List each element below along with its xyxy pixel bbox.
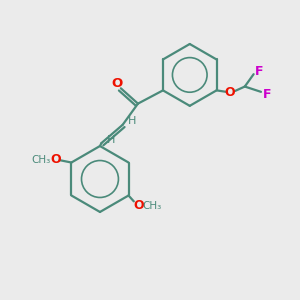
Text: CH₃: CH₃ [142, 201, 162, 211]
Text: O: O [225, 86, 236, 99]
Text: F: F [262, 88, 271, 101]
Text: H: H [128, 116, 136, 126]
Text: O: O [133, 199, 144, 212]
Text: F: F [255, 65, 263, 78]
Text: CH₃: CH₃ [31, 155, 50, 165]
Text: H: H [107, 134, 115, 145]
Text: O: O [111, 76, 123, 89]
Text: O: O [50, 153, 61, 167]
